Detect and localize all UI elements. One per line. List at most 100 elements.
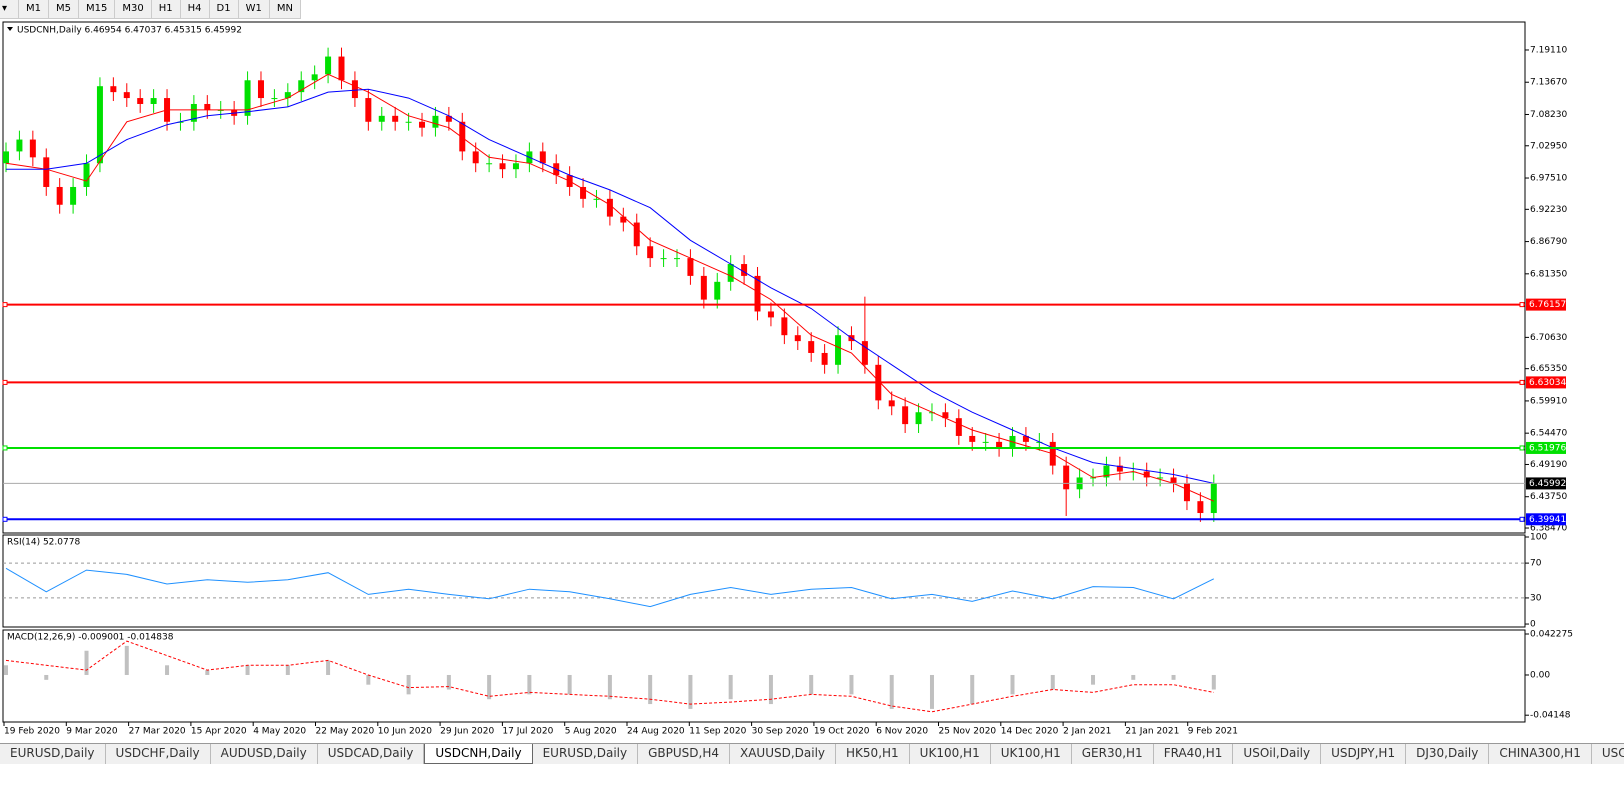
timeframe-button[interactable]: M30 — [115, 0, 152, 18]
current-price-label: 6.45992 — [1529, 479, 1566, 489]
candle-body — [942, 412, 949, 419]
candle-body — [405, 121, 412, 123]
rsi-title: RSI(14) 52.0778 — [7, 538, 80, 548]
chart-tab[interactable]: CHINA300,H1 — [1489, 744, 1592, 764]
y-tick-label: 6.54470 — [1530, 429, 1567, 439]
chart-tab[interactable]: DJ30,Daily — [1406, 744, 1490, 764]
x-tick-label: 24 Aug 2020 — [627, 727, 685, 737]
chart-tab[interactable]: USC — [1592, 744, 1624, 764]
candle-body — [593, 198, 600, 200]
y-tick-label: 6.81350 — [1530, 269, 1567, 279]
candle-body — [499, 163, 506, 170]
candle-body — [620, 216, 627, 223]
y-tick-label: 0.042275 — [1530, 629, 1573, 639]
candle-body — [311, 74, 318, 81]
timeframe-button[interactable]: M5 — [49, 0, 79, 18]
chart-tab[interactable]: USDCNH,Daily — [424, 744, 533, 764]
timeframe-button[interactable]: H4 — [181, 0, 210, 18]
candle-body — [794, 335, 801, 342]
candle-body — [928, 412, 935, 414]
chart-tab[interactable]: USDCAD,Daily — [318, 744, 425, 764]
x-tick-label: 4 May 2020 — [253, 727, 306, 737]
x-tick-label: 9 Feb 2021 — [1188, 727, 1238, 737]
chart-tab[interactable]: GBPUSD,H4 — [638, 744, 730, 764]
chart-tab[interactable]: AUDUSD,Daily — [211, 744, 318, 764]
macd-title: MACD(12,26,9) -0.009001 -0.014838 — [7, 633, 174, 643]
moving-average — [5, 73, 1215, 502]
candle-body — [835, 335, 842, 365]
candle-body — [244, 80, 251, 116]
chart-tab[interactable]: USDJPY,H1 — [1321, 744, 1407, 764]
level-handle — [2, 445, 8, 451]
timeframe-button[interactable]: MN — [270, 0, 301, 18]
price-label-box — [1526, 513, 1566, 526]
candle-body — [727, 264, 734, 282]
chart-tab[interactable]: UK100,H1 — [910, 744, 991, 764]
chart-tabs: EURUSD,Daily USDCHF,Daily AUDUSD,Daily USDC… — [0, 743, 1624, 764]
y-tick-label: 7.08230 — [1530, 110, 1567, 120]
chart-tab[interactable]: EURUSD,Daily — [0, 744, 106, 764]
candle-body — [3, 151, 9, 164]
macd-bar — [889, 674, 894, 709]
candle-body — [714, 281, 721, 300]
timeframe-toolbar: ▾ M1 M5 M15 M30 H1 H4 D1 W1 MN — [0, 0, 301, 19]
timeframe-button[interactable]: D1 — [210, 0, 239, 18]
y-tick-label: 0.00 — [1530, 670, 1550, 680]
y-tick-label: 7.02950 — [1530, 141, 1567, 151]
y-tick-label: 6.43750 — [1530, 492, 1567, 502]
candle-body — [606, 198, 613, 217]
y-tick-label: 6.59910 — [1530, 396, 1567, 406]
timeframe-button[interactable]: W1 — [239, 0, 270, 18]
x-tick-label: 6 Nov 2020 — [876, 727, 928, 737]
candle-body — [1170, 477, 1177, 484]
y-tick-label: 7.19110 — [1530, 45, 1567, 55]
chart-tab[interactable]: HK50,H1 — [836, 744, 910, 764]
candle-body — [43, 157, 50, 187]
candle-body — [861, 341, 868, 365]
level-handle — [1519, 516, 1525, 522]
candle-body — [459, 121, 466, 152]
candle-body — [472, 151, 479, 164]
x-tick-label: 11 Sep 2020 — [689, 727, 746, 737]
candle-body — [150, 98, 157, 104]
timeframe-button[interactable]: H1 — [152, 0, 181, 18]
macd-bar — [527, 674, 532, 695]
chart-tab[interactable]: XAUUSD,Daily — [730, 744, 837, 764]
macd-bar — [1211, 674, 1216, 690]
toolbar-menu[interactable]: ▾ — [0, 0, 19, 18]
candle-body — [1063, 465, 1070, 490]
y-tick-label: 6.65350 — [1530, 364, 1567, 374]
x-tick-label: 27 Mar 2020 — [129, 727, 186, 737]
x-tick-label: 25 Nov 2020 — [939, 727, 997, 737]
x-tick-label: 21 Jan 2021 — [1125, 727, 1179, 737]
chart-tab[interactable]: UK100,H1 — [991, 744, 1072, 764]
candle-body — [419, 121, 426, 128]
macd-bar — [285, 665, 290, 675]
chart-tab[interactable]: USDCHF,Daily — [106, 744, 211, 764]
candle-body — [808, 341, 815, 353]
macd-bar — [929, 674, 934, 709]
timeframe-button[interactable]: M1 — [19, 0, 49, 18]
candle-body — [392, 115, 399, 122]
macd-bar — [567, 674, 572, 695]
chart-tab[interactable]: GER30,H1 — [1072, 744, 1154, 764]
candle-body — [821, 352, 828, 365]
chart-tab[interactable]: EURUSD,Daily — [533, 744, 639, 764]
candle-body — [754, 275, 761, 312]
level-price-label: 6.39941 — [1529, 515, 1566, 525]
timeframe-button[interactable]: M15 — [79, 0, 116, 18]
price-label-box — [1526, 376, 1566, 389]
candle-body — [1157, 477, 1164, 479]
x-tick-label: 10 Jun 2020 — [378, 727, 432, 737]
macd-bar — [1091, 674, 1096, 685]
candle-body — [177, 121, 184, 123]
y-tick-label: 6.38470 — [1530, 524, 1567, 534]
candle-body — [955, 418, 962, 436]
candle-body — [123, 92, 130, 99]
y-tick-label: 70 — [1530, 559, 1542, 569]
chart-tab[interactable]: FRA40,H1 — [1154, 744, 1234, 764]
chart-tab[interactable]: USOil,Daily — [1233, 744, 1322, 764]
macd-bar — [446, 674, 451, 690]
level-handle — [1519, 379, 1525, 385]
candle-body — [660, 258, 667, 260]
